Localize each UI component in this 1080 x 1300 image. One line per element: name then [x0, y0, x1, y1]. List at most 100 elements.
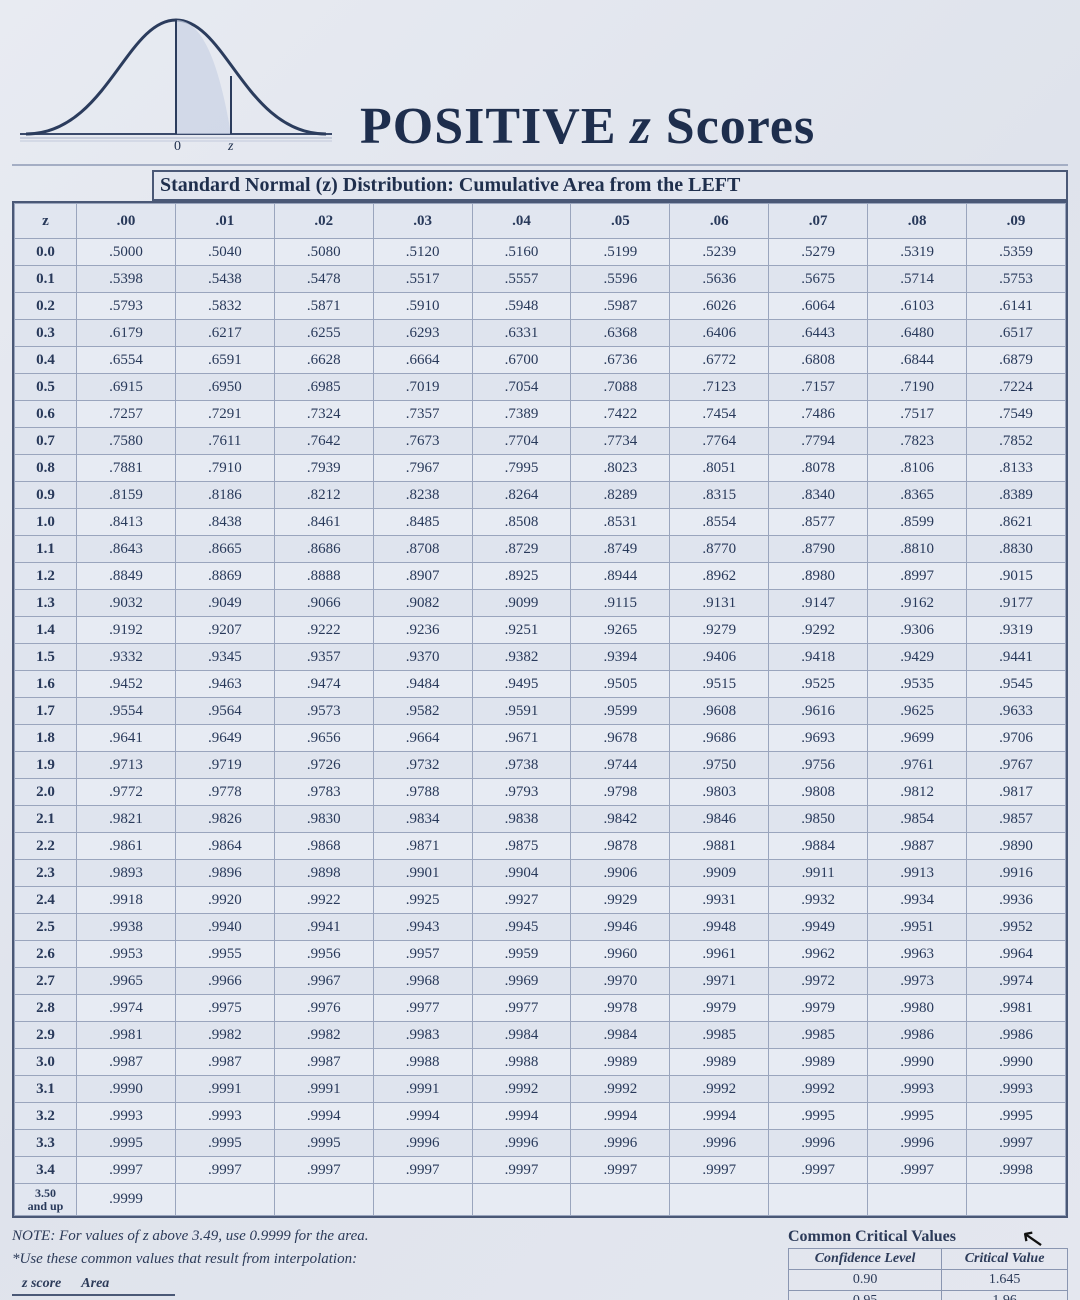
row-header: 0.3 — [15, 320, 77, 347]
row-header: 2.4 — [15, 887, 77, 914]
interp-hdr-z: z score — [12, 1274, 71, 1295]
cell: .8051 — [670, 455, 769, 482]
cell: .9788 — [373, 779, 472, 806]
cell: .9922 — [274, 887, 373, 914]
cell: .9664 — [373, 725, 472, 752]
cell: .9115 — [571, 590, 670, 617]
table-row: 2.3.9893.9896.9898.9901.9904.9906.9909.9… — [15, 860, 1066, 887]
cell: .9505 — [571, 671, 670, 698]
cell: .7673 — [373, 428, 472, 455]
critical-values-box: Common Critical Values Confidence Level … — [788, 1228, 1068, 1300]
cell: .9265 — [571, 617, 670, 644]
cell: .9418 — [769, 644, 868, 671]
ccv-title: Common Critical Values — [788, 1228, 1068, 1246]
cell: .8997 — [868, 563, 967, 590]
col-header: .03 — [373, 204, 472, 239]
table-row: 2.8.9974.9975.9976.9977.9977.9978.9979.9… — [15, 995, 1066, 1022]
row-header: 1.4 — [15, 617, 77, 644]
cell: .9997 — [373, 1157, 472, 1184]
col-header: .06 — [670, 204, 769, 239]
cell: .9957 — [373, 941, 472, 968]
cell: .5557 — [472, 266, 571, 293]
cell: .9972 — [769, 968, 868, 995]
cell: .8389 — [967, 482, 1066, 509]
z-table: z .00.01.02.03.04.05.06.07.08.09 0.0.500… — [14, 203, 1066, 1216]
cell: .5319 — [868, 239, 967, 266]
table-row: 3.2.9993.9993.9994.9994.9994.9994.9994.9… — [15, 1103, 1066, 1130]
cell: .9706 — [967, 725, 1066, 752]
table-row: 1.4.9192.9207.9222.9236.9251.9265.9279.9… — [15, 617, 1066, 644]
cell: .6141 — [967, 293, 1066, 320]
cell: .6443 — [769, 320, 868, 347]
cell: .9778 — [175, 779, 274, 806]
row-header: 3.1 — [15, 1076, 77, 1103]
table-row: 0.4.6554.6591.6628.6664.6700.6736.6772.6… — [15, 347, 1066, 374]
cell: .9032 — [77, 590, 176, 617]
cell: .9929 — [571, 887, 670, 914]
cell: .9162 — [868, 590, 967, 617]
cell: .7549 — [967, 401, 1066, 428]
cell: .5948 — [472, 293, 571, 320]
cell: .5160 — [472, 239, 571, 266]
row-header: 3.4 — [15, 1157, 77, 1184]
cell: .9977 — [373, 995, 472, 1022]
cell: .7852 — [967, 428, 1066, 455]
cell: .9878 — [571, 833, 670, 860]
cell: .5753 — [967, 266, 1066, 293]
cell: .9306 — [868, 617, 967, 644]
row-header: 1.7 — [15, 698, 77, 725]
cell: .6217 — [175, 320, 274, 347]
cell: .9964 — [967, 941, 1066, 968]
cell: .5596 — [571, 266, 670, 293]
cell: .9965 — [77, 968, 176, 995]
row-header: 2.6 — [15, 941, 77, 968]
cell: .9535 — [868, 671, 967, 698]
cell: .9998 — [967, 1157, 1066, 1184]
cell: .6026 — [670, 293, 769, 320]
cell: .9996 — [571, 1130, 670, 1157]
cell: .9838 — [472, 806, 571, 833]
cell: .8665 — [175, 536, 274, 563]
cell: .8159 — [77, 482, 176, 509]
cell: .9994 — [472, 1103, 571, 1130]
table-row: 2.1.9821.9826.9830.9834.9838.9842.9846.9… — [15, 806, 1066, 833]
cell: .9949 — [769, 914, 868, 941]
cell: .9974 — [77, 995, 176, 1022]
note-line-2: *Use these common values that result fro… — [12, 1251, 764, 1268]
cell: .6628 — [274, 347, 373, 374]
cell: .6179 — [77, 320, 176, 347]
cell: .9131 — [670, 590, 769, 617]
cell: .7454 — [670, 401, 769, 428]
cell: .9916 — [967, 860, 1066, 887]
row-header: 0.8 — [15, 455, 77, 482]
cell: .9861 — [77, 833, 176, 860]
title-prefix: POSITIVE — [360, 98, 631, 155]
row-header: 0.2 — [15, 293, 77, 320]
table-row: 1.5.9332.9345.9357.9370.9382.9394.9406.9… — [15, 644, 1066, 671]
cell: .7324 — [274, 401, 373, 428]
cell: .8577 — [769, 509, 868, 536]
row-header: 1.1 — [15, 536, 77, 563]
cell: .9956 — [274, 941, 373, 968]
cell: .9484 — [373, 671, 472, 698]
cell: .9994 — [571, 1103, 670, 1130]
cell: .9995 — [769, 1103, 868, 1130]
cell: .8078 — [769, 455, 868, 482]
cell: .9940 — [175, 914, 274, 941]
cell: .5636 — [670, 266, 769, 293]
cell: .9995 — [274, 1130, 373, 1157]
cell: .9846 — [670, 806, 769, 833]
cell: .9981 — [967, 995, 1066, 1022]
cell: .8810 — [868, 536, 967, 563]
table-caption: Standard Normal (z) Distribution: Cumula… — [152, 170, 1068, 201]
z-table-wrap: z .00.01.02.03.04.05.06.07.08.09 0.0.500… — [12, 201, 1068, 1218]
table-row: 2.4.9918.9920.9922.9925.9927.9929.9931.9… — [15, 887, 1066, 914]
cell: .9803 — [670, 779, 769, 806]
cell: .6591 — [175, 347, 274, 374]
cell: .9987 — [77, 1049, 176, 1076]
cell: .8365 — [868, 482, 967, 509]
cell: .7823 — [868, 428, 967, 455]
cell: .9463 — [175, 671, 274, 698]
cell: .8708 — [373, 536, 472, 563]
cell: .9177 — [967, 590, 1066, 617]
